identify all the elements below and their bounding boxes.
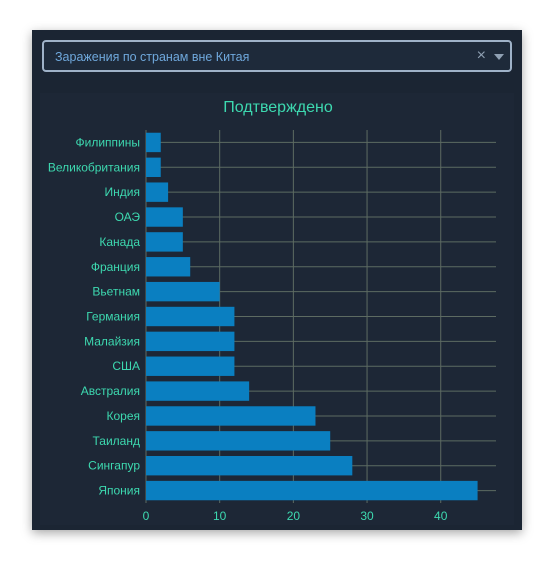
x-tick-label: 30 [360,509,374,523]
category-label: Корея [106,409,140,423]
category-label: Таиланд [93,434,140,448]
category-label: Вьетнам [92,285,140,299]
bar[interactable] [146,456,353,476]
category-label: Канада [99,235,140,249]
chart-card: Заражения по странам вне Китая × Подтвер… [32,30,522,530]
category-label: Германия [86,310,140,324]
x-tick-label: 0 [143,509,150,523]
x-tick-label: 20 [287,509,301,523]
x-tick-label: 10 [213,509,227,523]
category-label: Франция [91,260,140,274]
bar[interactable] [146,356,235,376]
category-label: США [112,359,140,373]
chart-title: Подтверждено [223,99,333,116]
bar[interactable] [146,132,161,153]
category-label: Япония [98,484,140,498]
bar[interactable] [146,306,235,327]
bar[interactable] [146,431,331,451]
category-label: Великобритания [48,160,140,174]
bar[interactable] [146,381,250,401]
category-label: ОАЭ [115,210,141,224]
bar[interactable] [146,281,220,302]
dropdown-selected-value: Заражения по странам вне Китая [55,50,250,64]
bar-chart: Подтверждено Япония Сингапур Таиланд Корея А… [48,99,496,523]
bar[interactable] [146,232,183,252]
bar[interactable] [146,331,235,352]
x-tick-label: 40 [434,509,448,523]
plot-area: Подтверждено Япония Сингапур Таиланд Корея А… [40,93,514,525]
category-label: Филиппины [76,135,140,149]
category-label: Сингапур [88,459,140,473]
bar[interactable] [146,406,316,426]
chevron-down-icon[interactable] [494,54,504,60]
bar[interactable] [146,480,478,501]
bar[interactable] [146,257,191,277]
category-label: Австралия [81,384,140,398]
category-label: Индия [105,185,140,199]
bar[interactable] [146,207,183,227]
clear-icon[interactable]: × [476,47,486,64]
bar[interactable] [146,157,161,177]
category-label: Малайзия [84,334,140,348]
chart-select-dropdown[interactable]: Заражения по странам вне Китая × [42,40,512,72]
bar[interactable] [146,182,169,202]
